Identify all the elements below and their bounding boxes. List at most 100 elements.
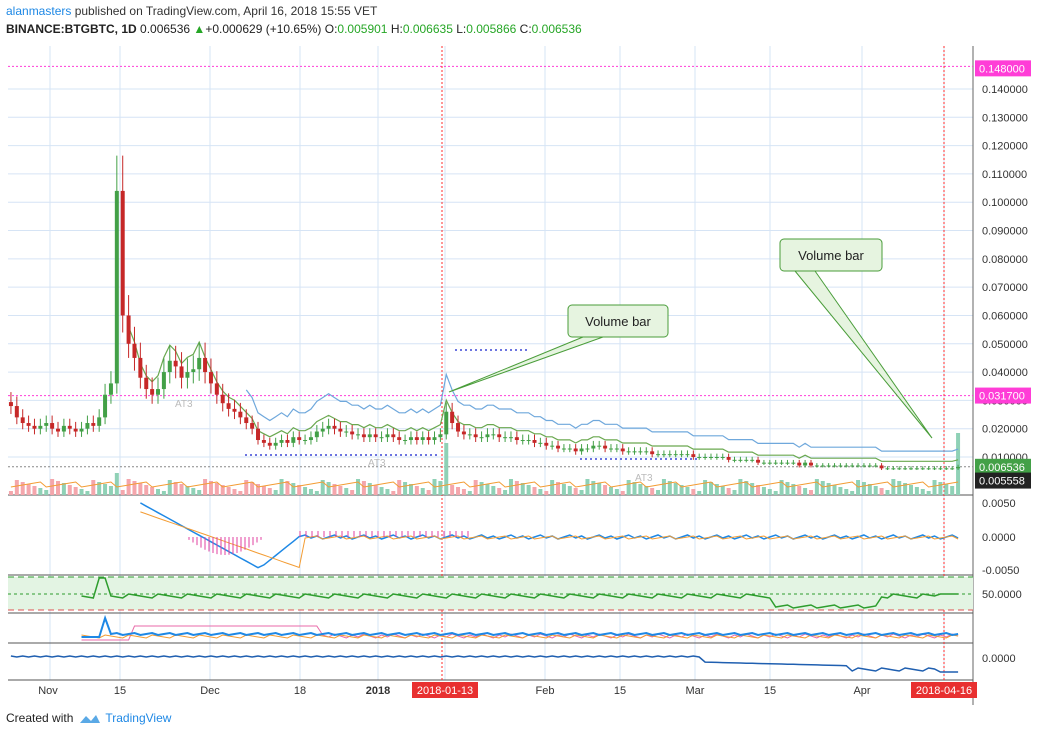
candle-body [579, 448, 584, 452]
volume-bar [797, 486, 802, 495]
candle-body [785, 462, 790, 464]
candle-body [303, 440, 308, 442]
candle-body [544, 442, 549, 446]
callout-box [567, 304, 669, 338]
candle-body [703, 457, 708, 458]
tradingview-brand-link[interactable]: TradingView [105, 711, 172, 725]
candle-body [914, 468, 919, 470]
candle-body [820, 465, 825, 467]
candle-body [167, 360, 172, 373]
volume-bar [661, 479, 666, 495]
rsi-tick-label: 50.0000 [982, 589, 1022, 601]
candle-body [879, 465, 884, 469]
volume-bar [114, 473, 119, 495]
volume-bar [297, 485, 302, 495]
volume-bar [473, 480, 478, 495]
candle-body [403, 440, 408, 442]
candle-body [603, 445, 608, 449]
bollinger-bands [10, 326, 959, 488]
candle-body [50, 423, 55, 429]
volume-bar [403, 482, 408, 495]
mid-price-label: 0.031700 [979, 391, 1025, 403]
candle-body [256, 428, 261, 441]
volume-bar [173, 482, 178, 495]
author-link[interactable]: alanmasters [6, 4, 72, 18]
candle-body [944, 468, 949, 470]
volume-bar [603, 485, 608, 495]
price-axis: 0.140000 0.130000 0.120000 0.110000 0.100000… [175, 60, 1031, 665]
candle-body [108, 383, 113, 395]
volume-bar [244, 480, 249, 495]
volume-bar [79, 489, 84, 495]
volume-bar [426, 490, 431, 495]
candle-body [514, 437, 519, 441]
volume-bar [732, 490, 737, 495]
candle-body [208, 372, 213, 384]
volume-bar [791, 484, 796, 495]
candle-body [685, 454, 690, 456]
volume-bar [697, 491, 702, 495]
volume-bar [926, 491, 931, 495]
candle-body [679, 454, 684, 456]
date-highlight-bg [911, 682, 977, 698]
volume-bar [944, 484, 949, 495]
candle-body [620, 448, 625, 452]
candle-body [614, 448, 619, 450]
volume-bar [844, 489, 849, 495]
chart-canvas[interactable]: 0.140000 0.130000 0.120000 0.110000 0.100000… [0, 0, 1043, 705]
candle-body [538, 442, 543, 444]
candle-body [632, 451, 637, 453]
grid-lines [8, 46, 974, 705]
volume-bar [373, 485, 378, 495]
candle-body [638, 451, 643, 453]
volume-bar [232, 489, 237, 495]
volume-bar [214, 483, 219, 495]
price-tick-label: 0.130000 [982, 112, 1028, 124]
candle-body [573, 448, 578, 452]
volume-bar [456, 487, 461, 495]
candle-body [567, 448, 572, 450]
candle-body [714, 457, 719, 458]
candle-body [667, 454, 672, 456]
time-tick-label: Mar [686, 685, 705, 697]
volume-bar [250, 482, 255, 495]
candle-body [426, 437, 431, 441]
volume-bar [103, 484, 108, 495]
candle-body [397, 437, 402, 441]
candle-body [297, 437, 302, 441]
time-tick-label: 2018-04-16 [916, 685, 972, 697]
candle-body [144, 377, 149, 390]
candle-body [114, 190, 119, 384]
price-tick-label: 0.070000 [982, 282, 1028, 294]
volume-bar [444, 443, 449, 495]
volume-bar [656, 490, 661, 495]
candle-body [291, 437, 296, 443]
volume-bar [708, 482, 713, 495]
time-tick-label: Feb [536, 685, 555, 697]
price-tick-label: 0.110000 [982, 169, 1027, 181]
volume-bar [126, 479, 131, 495]
volume-bar [644, 486, 649, 495]
candle-body [408, 437, 413, 441]
volume-bar [726, 488, 731, 495]
volume-bar [538, 489, 543, 495]
volume-bar [773, 491, 778, 495]
volume-bar [191, 488, 196, 495]
candle-body [708, 457, 713, 458]
candle-body [861, 465, 866, 467]
volume-bar [956, 433, 961, 495]
candle-body [520, 440, 525, 442]
candle-body [773, 462, 778, 464]
candle-body [320, 428, 325, 432]
candle-body [308, 437, 313, 441]
callout-pointer [448, 336, 604, 393]
volume-bar [914, 487, 919, 495]
candle-body [585, 448, 590, 450]
candle-body [344, 431, 349, 433]
candle-body [532, 440, 537, 443]
candle-body [285, 440, 290, 443]
volume-bar [161, 491, 166, 495]
candle-body [850, 465, 855, 467]
volume-bar [91, 480, 96, 495]
volume-bar [144, 485, 149, 495]
